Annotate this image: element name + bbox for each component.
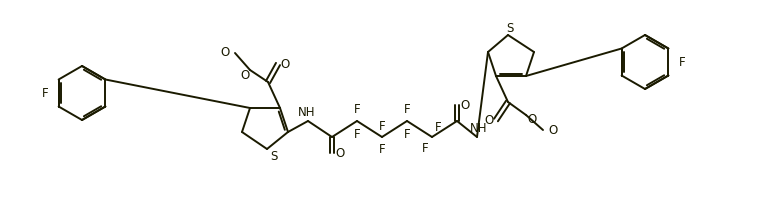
Text: O: O [484,114,494,127]
Text: F: F [403,127,410,140]
Text: NH: NH [298,106,316,119]
Text: S: S [507,21,514,34]
Text: F: F [379,143,385,156]
Text: O: O [548,124,557,137]
Text: F: F [403,103,410,116]
Text: F: F [42,87,49,100]
Text: O: O [240,69,249,82]
Text: O: O [336,147,345,160]
Text: S: S [270,150,277,163]
Text: O: O [527,113,537,126]
Text: F: F [353,103,360,116]
Text: NH: NH [470,122,487,135]
Text: F: F [678,56,685,69]
Text: O: O [280,57,290,70]
Text: O: O [220,45,229,58]
Text: F: F [379,119,385,132]
Text: O: O [460,99,470,112]
Text: F: F [353,127,360,140]
Text: F: F [422,141,429,154]
Text: F: F [435,121,442,134]
